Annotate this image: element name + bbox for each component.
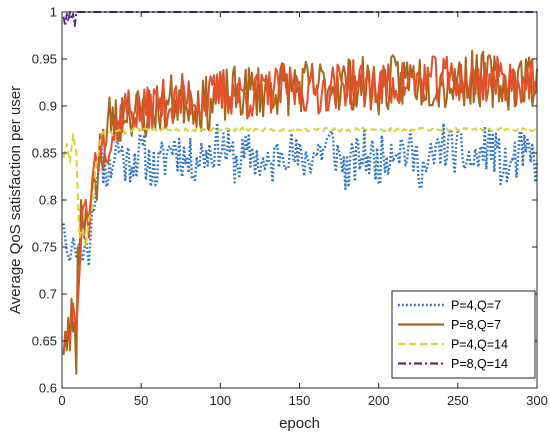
y-tick-label: 0.95: [32, 52, 57, 67]
y-tick-label: 0.9: [39, 99, 57, 114]
y-tick-label: 0.85: [32, 146, 57, 161]
x-axis-title: epoch: [279, 415, 320, 432]
y-axis-title: Average QoS satisfaction per user: [7, 86, 24, 314]
legend-label: P=4,Q=14: [451, 338, 508, 352]
y-tick-label: 0.6: [39, 381, 57, 396]
x-tick-label: 150: [289, 393, 311, 408]
x-tick-label: 300: [526, 393, 548, 408]
series-line-3: [62, 55, 538, 351]
series-line-4: [62, 126, 538, 248]
series-line-1: [62, 121, 539, 267]
series-layer: [62, 11, 539, 375]
x-tick-label: 250: [447, 393, 469, 408]
x-tick-label: 0: [58, 393, 65, 408]
y-tick-label: 0.7: [39, 287, 57, 302]
y-tick-label: 1: [50, 5, 57, 20]
y-tick-label: 0.65: [32, 334, 57, 349]
y-tick-label: 0.75: [32, 240, 57, 255]
legend: P=4,Q=7 P=8,Q=7 P=4,Q=14 P=8,Q=14: [391, 290, 536, 379]
ticks-layer: 0 50 100 150 200 250 300 0.6 0.65 0.7 0.75 0.8 0.85 0…: [32, 5, 548, 409]
x-tick-label: 50: [134, 393, 148, 408]
y-tick-label: 0.8: [39, 193, 57, 208]
x-tick-label: 200: [368, 393, 390, 408]
legend-label: P=8,Q=7: [451, 318, 501, 332]
legend-label: P=4,Q=7: [451, 299, 501, 313]
x-tick-label: 100: [209, 393, 231, 408]
legend-label: P=8,Q=14: [451, 357, 508, 371]
